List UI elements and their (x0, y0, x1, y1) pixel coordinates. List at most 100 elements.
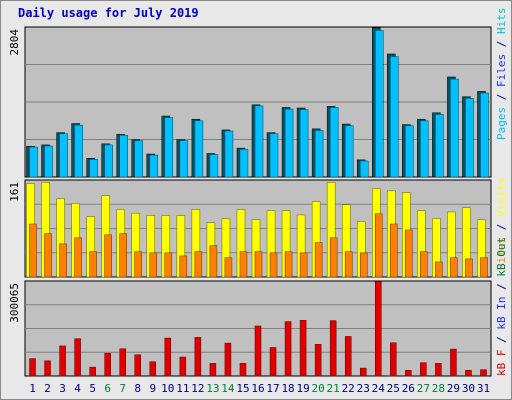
bar-sites (164, 252, 173, 278)
bar-files (239, 148, 249, 178)
bar-sites (254, 251, 263, 278)
day-label: 25 (387, 382, 400, 395)
day-label: 10 (161, 382, 174, 395)
day-label: 19 (296, 382, 309, 395)
day-label: 16 (251, 382, 264, 395)
bar-files (179, 140, 189, 178)
bar-files (465, 98, 474, 178)
legend-part: / (495, 277, 508, 297)
legend-part: / (495, 217, 508, 237)
legend-part: Pages (495, 107, 508, 140)
bar-files (194, 120, 204, 178)
bar-files (329, 107, 339, 178)
bar-sites (44, 233, 52, 278)
legend-part: Hits (495, 8, 508, 35)
bar-files (480, 92, 489, 178)
day-label: 31 (477, 382, 490, 395)
day-label: 27 (417, 382, 430, 395)
bar-files (269, 133, 279, 178)
bar-kbytes (254, 325, 262, 377)
bar-sites (269, 252, 278, 278)
day-label: 23 (357, 382, 370, 395)
day-label: 4 (74, 382, 81, 395)
day-label: 13 (206, 382, 219, 395)
day-label: 24 (372, 382, 386, 395)
bar-sites (74, 237, 82, 278)
bar-files (74, 124, 83, 178)
bar-files (104, 144, 113, 178)
bar-kbytes (359, 367, 367, 377)
bar-kbytes (405, 370, 412, 377)
bar-files (299, 109, 309, 178)
bar-files (209, 154, 219, 178)
bar-kbytes (134, 354, 141, 377)
bar-files (405, 125, 414, 178)
bar-sites (480, 257, 488, 278)
bar-kbytes (44, 360, 51, 377)
bar-kbytes (89, 366, 96, 377)
bar-kbytes (390, 342, 397, 377)
bar-sites (314, 242, 323, 278)
legend-kbytes-panel: kB F / kB In / kB Out (495, 237, 508, 376)
bar-kbytes (480, 369, 487, 377)
bar-kbytes (450, 348, 457, 377)
bar-sites (450, 257, 458, 278)
bar-kbytes (194, 337, 202, 377)
bar-kbytes (284, 321, 292, 377)
bar-files (344, 125, 354, 178)
bar-kbytes (149, 361, 157, 377)
day-label: 17 (266, 382, 279, 395)
y-max-label-kbytes: 300065 (8, 283, 21, 323)
y-max-label-visits: 161 (8, 182, 21, 202)
bar-sites (29, 223, 37, 278)
day-label: 8 (134, 382, 141, 395)
bar-kbytes (74, 338, 81, 377)
bar-sites (119, 233, 127, 278)
day-label: 1 (29, 382, 36, 395)
bar-kbytes (164, 337, 172, 377)
bar-sites (134, 251, 142, 278)
bar-sites (329, 237, 338, 278)
day-label: 18 (281, 382, 294, 395)
bar-kbytes (435, 363, 442, 377)
bar-sites (435, 261, 443, 278)
chart-title: Daily usage for July 2019 (18, 6, 199, 20)
day-label: 7 (119, 382, 126, 395)
legend-hits-panel: Pages / Files / Hits (495, 8, 508, 141)
bar-kbytes (420, 362, 427, 377)
day-label: 3 (59, 382, 66, 395)
bar-files (224, 130, 234, 178)
bar-kbytes (269, 347, 277, 377)
day-label: 30 (462, 382, 475, 395)
bar-files (89, 159, 98, 178)
day-label: 21 (327, 382, 340, 395)
day-label: 29 (447, 382, 460, 395)
bar-sites (344, 251, 353, 278)
bar-sites (59, 243, 67, 278)
bar-sites (284, 251, 293, 278)
bar-files (314, 130, 324, 178)
day-label: 6 (104, 382, 111, 395)
day-label: 11 (176, 382, 189, 395)
bar-sites (465, 258, 473, 278)
legend-part: Sites (495, 237, 508, 270)
bar-kbytes (239, 363, 247, 377)
bar-kbytes (329, 320, 337, 377)
y-max-label-hits: 2804 (8, 29, 21, 56)
legend-visits-panel: Sites / Visits (495, 177, 508, 270)
bar-sites (405, 229, 413, 278)
legend-part: / (495, 330, 508, 350)
bar-sites (375, 213, 383, 278)
bar-sites (359, 252, 368, 278)
day-label: 2 (44, 382, 51, 395)
bar-files (284, 108, 294, 178)
bar-kbytes (104, 352, 111, 377)
bar-files (29, 146, 38, 178)
day-label: 15 (236, 382, 249, 395)
bar-files (44, 145, 53, 178)
bar-kbytes (465, 370, 472, 377)
legend-part: kB In (495, 297, 508, 330)
bar-sites (89, 251, 97, 278)
bar-sites (390, 223, 398, 278)
